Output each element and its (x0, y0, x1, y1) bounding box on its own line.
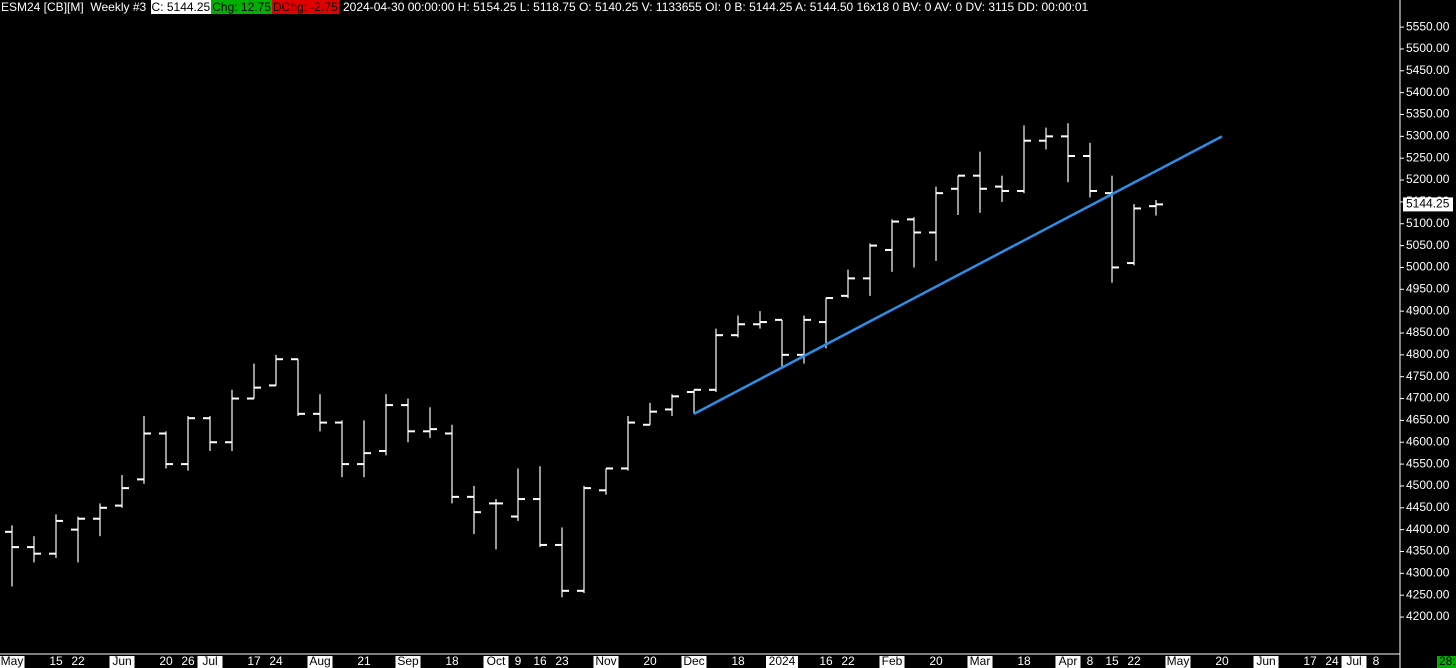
x-tick-label: Sep (397, 654, 419, 668)
y-tick-label: 5000.00 (1406, 260, 1450, 274)
timer: 28:58 (1439, 654, 1456, 668)
x-tick-label: Oct (487, 654, 506, 668)
x-label-box (109, 656, 135, 668)
x-tick-label: 9 (515, 654, 522, 668)
x-tick-label: 22 (71, 654, 85, 668)
x-tick-label: 20 (929, 654, 943, 668)
x-label-box (967, 656, 993, 668)
y-tick-label: 4250.00 (1406, 587, 1450, 601)
x-tick-label: Feb (882, 654, 903, 668)
x-tick-label: 24 (269, 654, 283, 668)
x-label-box (1055, 656, 1081, 668)
y-tick-label: 5550.00 (1406, 19, 1450, 33)
symbol: ESM24 [CB][M] Weekly #3 (1, 0, 147, 14)
x-label-box (307, 656, 333, 668)
x-tick-label: 16 (533, 654, 547, 668)
chg-box: Chg: 12.75 (211, 0, 272, 14)
x-tick-label: 22 (841, 654, 855, 668)
last-price-box (1403, 197, 1453, 212)
info: 2024-04-30 00:00:00 H: 5154.25 L: 5118.7… (343, 0, 1089, 14)
x-label-box (593, 656, 619, 668)
y-tick-label: 4800.00 (1406, 347, 1450, 361)
x-tick-label: 18 (445, 654, 459, 668)
y-tick-label: 4850.00 (1406, 325, 1450, 339)
x-tick-label: 22 (1127, 654, 1141, 668)
y-tick-label: 4600.00 (1406, 434, 1450, 448)
x-tick-label: 15 (49, 654, 63, 668)
x-label-box (1341, 656, 1367, 668)
x-label-box (879, 656, 905, 668)
x-label-box (766, 656, 798, 668)
y-tick-label: 4650.00 (1406, 413, 1450, 427)
timer-box (1437, 656, 1456, 668)
x-label-box (1165, 656, 1191, 668)
y-tick-label: 4750.00 (1406, 369, 1450, 383)
x-tick-label: Jul (1346, 654, 1361, 668)
x-tick-label: 16 (819, 654, 833, 668)
x-tick-label: 18 (731, 654, 745, 668)
x-tick-label: 15 (1105, 654, 1119, 668)
y-tick-label: 5050.00 (1406, 238, 1450, 252)
x-tick-label: Nov (595, 654, 616, 668)
trendline (693, 135, 1223, 415)
x-tick-label: Mar (970, 654, 991, 668)
y-tick-label: 4950.00 (1406, 281, 1450, 295)
y-tick-label: 4500.00 (1406, 478, 1450, 492)
y-tick-label: 4200.00 (1406, 609, 1450, 623)
x-tick-label: 23 (555, 654, 569, 668)
x-label-box (395, 656, 421, 668)
dchg-box: DChg: -2.75 (271, 0, 339, 14)
y-tick-label: 4700.00 (1406, 391, 1450, 405)
x-tick-label: 18 (1017, 654, 1031, 668)
y-tick-label: 5350.00 (1406, 107, 1450, 121)
x-tick-label: 20 (1215, 654, 1229, 668)
x-tick-label: 8 (1373, 654, 1380, 668)
x-tick-label: Jun (112, 654, 131, 668)
x-tick-label: Apr (1059, 654, 1078, 668)
x-label-box (1253, 656, 1279, 668)
y-tick-label: 5100.00 (1406, 216, 1450, 230)
y-tick-label: 5200.00 (1406, 172, 1450, 186)
y-tick-label: 5500.00 (1406, 41, 1450, 55)
x-label-box (0, 656, 25, 668)
x-label-box (197, 656, 223, 668)
x-tick-label: 8 (1087, 654, 1094, 668)
y-tick-label: 4350.00 (1406, 544, 1450, 558)
y-tick-label: 4550.00 (1406, 456, 1450, 470)
x-tick-label: 20 (643, 654, 657, 668)
x-tick-label: May (1167, 654, 1190, 668)
x-tick-label: 20 (159, 654, 173, 668)
y-tick-label: 4400.00 (1406, 522, 1450, 536)
y-tick-label: 5250.00 (1406, 150, 1450, 164)
x-tick-label: 26 (181, 654, 195, 668)
y-tick-label: 5300.00 (1406, 129, 1450, 143)
x-tick-label: Jul (202, 654, 217, 668)
x-tick-label: Aug (309, 654, 330, 668)
x-tick-label: 24 (1325, 654, 1339, 668)
last-price: 5144.25 (1406, 197, 1450, 211)
x-label-box (681, 656, 707, 668)
y-tick-label: 5450.00 (1406, 63, 1450, 77)
x-tick-label: 21 (357, 654, 371, 668)
y-tick-label: 4900.00 (1406, 303, 1450, 317)
x-label-box (483, 656, 509, 668)
y-tick-label: 4450.00 (1406, 500, 1450, 514)
y-tick-label: 4300.00 (1406, 566, 1450, 580)
x-tick-label: 17 (1303, 654, 1317, 668)
y-tick-label: 5400.00 (1406, 85, 1450, 99)
close-box: C: 5144.25 (150, 0, 212, 14)
header: ESM24 [CB][M] Weekly #3 C: 5144.25 Chg: 1… (0, 0, 1089, 14)
x-tick-label: 17 (247, 654, 261, 668)
x-tick-label: 2024 (769, 654, 796, 668)
x-tick-label: Dec (683, 654, 704, 668)
x-tick-label: Jun (1256, 654, 1275, 668)
x-tick-label: May (1, 654, 24, 668)
